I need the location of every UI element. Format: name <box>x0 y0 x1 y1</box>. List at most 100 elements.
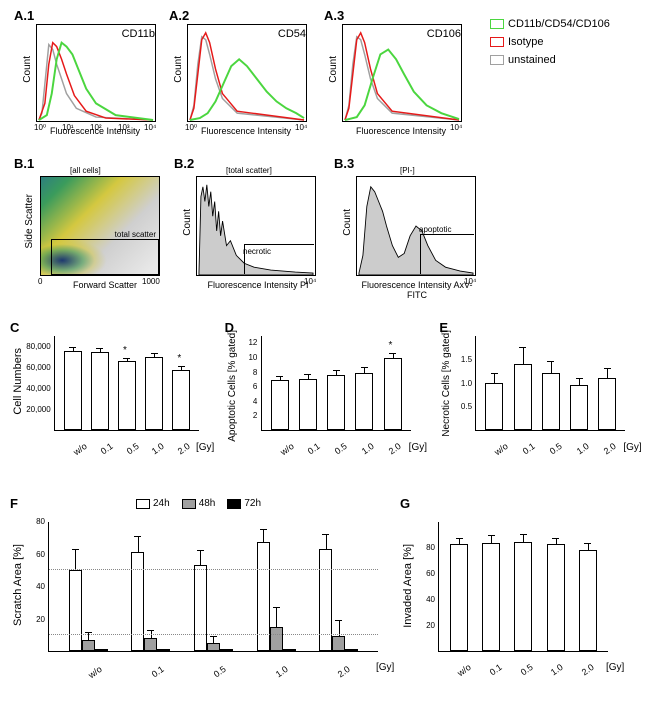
xt-b2-4: 10⁴ <box>304 277 316 286</box>
legend-gray: unstained <box>508 54 556 66</box>
bar <box>145 357 163 430</box>
bar <box>157 649 170 651</box>
bar <box>118 361 136 430</box>
ylabel-a2: Count <box>173 56 184 83</box>
legend-a: CD11b/CD54/CD106 Isotype unstained <box>490 18 610 72</box>
label-d: D <box>225 320 234 335</box>
axes-g <box>438 522 608 652</box>
gate-b3: apoptotic <box>420 234 474 274</box>
bar <box>579 550 597 651</box>
panel-b1: B.1 [all cells] total scatter Side Scatt… <box>10 154 170 304</box>
xt-a1-1: 10¹ <box>62 123 74 132</box>
gate-b2: necrotic <box>244 244 314 274</box>
label-a2: A.2 <box>169 8 189 23</box>
label-b3: B.3 <box>334 156 354 171</box>
panel-f: F Scratch Area [%] 20406080 w/o0.10.51.0… <box>6 494 396 694</box>
panel-b3: B.3 [PI-] apoptotic Count Fluorescence I… <box>330 154 490 304</box>
xt-a2-4: 10⁴ <box>295 123 307 132</box>
label-a3: A.3 <box>324 8 344 23</box>
marker-a3: CD106 <box>427 28 461 40</box>
legend-red: Isotype <box>508 36 543 48</box>
bar <box>82 640 95 651</box>
ylabel-b1: Side Scatter <box>24 194 35 248</box>
bar <box>514 542 532 651</box>
unit-f: [Gy] <box>376 662 394 673</box>
bar <box>283 649 296 651</box>
scatter-b1: total scatter <box>40 176 160 276</box>
bar <box>207 643 220 651</box>
label-f: F <box>10 496 18 511</box>
bar <box>482 543 500 651</box>
bar <box>144 638 157 651</box>
unit-d: [Gy] <box>409 442 427 453</box>
bar <box>345 649 358 651</box>
label-e: E <box>439 320 448 335</box>
xlabel-b3: Fluorescence Intensity AxV-FITC <box>352 280 482 300</box>
gate-b1: total scatter <box>51 239 159 275</box>
panel-a1: A.1 CD11b Count Fluorescence Intensity 1… <box>10 6 165 146</box>
label-b2: B.2 <box>174 156 194 171</box>
panel-g: G Invaded Area [%] 20406080 w/o0.10.51.0… <box>396 494 636 694</box>
xlabel-a3: Fluorescence Intensity <box>346 126 456 136</box>
panel-b2: B.2 [total scatter] necrotic Count Fluor… <box>170 154 330 304</box>
xt-a1-4: 10⁴ <box>144 123 156 132</box>
axes-c: ** <box>54 336 199 431</box>
legend-green: CD11b/CD54/CD106 <box>508 18 610 30</box>
marker-a2: CD54 <box>278 28 306 40</box>
bar <box>450 544 468 651</box>
label-b1: B.1 <box>14 156 34 171</box>
bar <box>319 549 332 651</box>
legend-f: 24h 48h 72h <box>136 498 261 509</box>
marker-a1: CD11b <box>122 28 155 40</box>
xlabel-b2: Fluorescence Intensity PI <box>198 280 318 290</box>
bar <box>332 636 345 651</box>
ylabel-b3: Count <box>342 209 353 236</box>
bar <box>384 358 402 430</box>
xt-b1-0: 0 <box>38 277 42 286</box>
bar <box>570 385 588 430</box>
unit-c: [Gy] <box>196 442 214 453</box>
label-a1: A.1 <box>14 8 34 23</box>
bar <box>542 373 560 430</box>
xt-a1-3: 10³ <box>118 123 130 132</box>
unit-g: [Gy] <box>606 662 624 673</box>
ylabel-a1: Count <box>22 56 33 83</box>
ref10 <box>49 634 378 635</box>
bar <box>91 352 109 430</box>
xt-b1-5: 1000 <box>142 277 160 286</box>
bar <box>131 552 144 651</box>
ref50 <box>49 569 378 570</box>
panel-e: E Necrotic Cells [% gated] 0.51.01.5 w/o… <box>435 318 650 468</box>
title-b1: [all cells] <box>70 166 101 175</box>
label-c: C <box>10 320 19 335</box>
xt-a1-2: 10² <box>90 123 102 132</box>
bar <box>194 565 207 651</box>
bar <box>514 364 532 431</box>
panel-c: C Cell Numbers ** 20,00040,00060,00080,0… <box>6 318 221 468</box>
xt-a2-0: 10⁰ <box>185 123 197 132</box>
ylabel-g: Invaded Area [%] <box>402 544 414 628</box>
ylabel-a3: Count <box>328 56 339 83</box>
unit-e: [Gy] <box>623 442 641 453</box>
panel-d: D Apoptotic Cells [% gated] * 24681012 w… <box>221 318 436 468</box>
bar <box>598 378 616 430</box>
axes-f <box>48 522 378 652</box>
title-b3: [PI-] <box>400 166 415 175</box>
panel-a3: A.3 CD106 Count Fluorescence Intensity 1… <box>320 6 475 146</box>
bar <box>172 370 190 430</box>
axes-d: * <box>261 336 411 431</box>
panel-a2: A.2 CD54 Count Fluorescence Intensity 10… <box>165 6 320 146</box>
bar <box>270 627 283 651</box>
bar <box>547 544 565 651</box>
bar <box>64 351 82 430</box>
bar <box>271 380 289 430</box>
xt-a3-4: 10⁴ <box>450 123 462 132</box>
bar <box>95 649 108 651</box>
bar <box>69 570 82 651</box>
bar <box>355 373 373 430</box>
title-b2: [total scatter] <box>226 166 272 175</box>
bar <box>485 383 503 431</box>
bar <box>299 379 317 430</box>
axes-e <box>475 336 625 431</box>
xt-b3-4: 10⁴ <box>464 277 476 286</box>
